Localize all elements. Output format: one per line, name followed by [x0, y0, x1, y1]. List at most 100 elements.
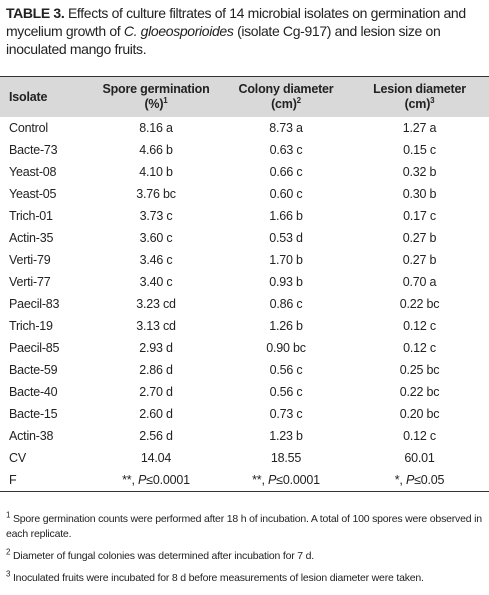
- table-cell: 2.60 d: [139, 407, 173, 421]
- cell-text: **,: [122, 473, 139, 487]
- header-text: Colony diameter: [238, 82, 334, 96]
- cell-text: P: [138, 473, 147, 487]
- cell-text: *,: [394, 473, 406, 487]
- table-cell: 0.22 bc: [399, 297, 440, 311]
- footnotes: 1 Spore germination counts were performe…: [6, 510, 484, 593]
- table-cell: 3.46 c: [139, 253, 173, 267]
- table-caption: TABLE 3. Effects of culture filtrates of…: [6, 4, 484, 58]
- header-text: Spore germination: [102, 82, 210, 96]
- footnote-mark: 2: [6, 547, 11, 557]
- table-cell: 0.66 c: [269, 165, 303, 179]
- table-cell: Bacte-40: [9, 385, 58, 399]
- table-cell: 3.13 cd: [136, 319, 176, 333]
- cell-text: ≤0.05: [414, 473, 445, 487]
- table-cell: 0.70 a: [402, 275, 437, 289]
- table-body: Control 8.16 a 8.73 a 1.27 a Bacte-73 4.66 b 0…: [0, 117, 489, 492]
- table-cell: 0.17 c: [403, 209, 436, 223]
- table-cell: Yeast-05: [9, 187, 57, 201]
- column-header: Isolate: [0, 76, 90, 117]
- table-cell: 1.27 a: [402, 121, 437, 135]
- table-cell: Verti-79: [9, 253, 51, 267]
- table-cell: 0.27 b: [402, 253, 437, 267]
- caption-text: Effects of culture filtrates of 14 micro…: [6, 5, 466, 39]
- table-cell: 4.10 b: [139, 165, 173, 179]
- table-cell: 4.66 b: [139, 143, 173, 157]
- table-cell: Trich-19: [9, 319, 53, 333]
- table-cell: 3.40 c: [139, 275, 173, 289]
- table-cell: 0.93 b: [269, 275, 303, 289]
- footnote-text: Diameter of fungal colonies was determin…: [12, 550, 314, 562]
- table-row: Bacte-59 2.86 d 0.56 c 0.25 bc: [0, 359, 489, 381]
- table-row: Yeast-08 4.10 b 0.66 c 0.32 b: [0, 161, 489, 183]
- table-cell: 18.55: [270, 451, 302, 465]
- table-row: Actin-35 3.60 c 0.53 d 0.27 b: [0, 227, 489, 249]
- table-cell: 2.70 d: [139, 385, 173, 399]
- table-row: Verti-77 3.40 c 0.93 b 0.70 a: [0, 271, 489, 293]
- table-cell: Bacte-59: [9, 363, 58, 377]
- table-cell: Paecil-83: [9, 297, 60, 311]
- caption-text: (isolate Cg-917) and lesion size on inoc…: [6, 23, 441, 57]
- table-row: Bacte-40 2.70 d 0.56 c 0.22 bc: [0, 381, 489, 403]
- table-cell: 1.66 b: [269, 209, 303, 223]
- caption-italic: C. gloeosporioides: [123, 23, 234, 39]
- table-cell: 0.12 c: [403, 319, 436, 333]
- table-cell: 0.86 c: [269, 297, 303, 311]
- footnote-mark: 1: [6, 510, 11, 520]
- header-text: (cm): [404, 97, 431, 111]
- table-cell: Verti-77: [9, 275, 51, 289]
- table-cell: Yeast-08: [9, 165, 57, 179]
- table-cell: 0.25 bc: [399, 363, 440, 377]
- table-cell: 0.73 c: [269, 407, 303, 421]
- table-cell: 1.23 b: [269, 429, 303, 443]
- table-cell: 0.30 b: [402, 187, 437, 201]
- footnote-mark: 3: [6, 569, 11, 579]
- column-header: Spore germination (%)1: [90, 76, 222, 117]
- footnote-mark: 1: [163, 95, 168, 105]
- header-text: Isolate: [9, 89, 48, 104]
- footnote-text: Spore germination counts were performed …: [6, 513, 482, 540]
- table-cell: Bacte-73: [9, 143, 58, 157]
- table-row: Trich-01 3.73 c 1.66 b 0.17 c: [0, 205, 489, 227]
- caption-label: TABLE 3.: [6, 5, 65, 21]
- table-cell: Control: [9, 121, 48, 135]
- table-cell: 0.53 d: [269, 231, 303, 245]
- table-row: Paecil-83 3.23 cd 0.86 c 0.22 bc: [0, 293, 489, 315]
- table-row: Paecil-85 2.93 d 0.90 bc 0.12 c: [0, 337, 489, 359]
- table-cell: Trich-01: [9, 209, 53, 223]
- data-table: Isolate Spore germination (%)1 Colony diame…: [0, 76, 489, 492]
- table-cell: 2.93 d: [139, 341, 173, 355]
- table-cell: 0.90 bc: [266, 341, 306, 355]
- table-cell: 0.20 bc: [399, 407, 440, 421]
- cell-text: **,: [252, 473, 269, 487]
- footnote: 1 Spore germination counts were performe…: [6, 510, 484, 542]
- table-row: Control 8.16 a 8.73 a 1.27 a: [0, 117, 489, 139]
- cell-text: ≤0.0001: [276, 473, 320, 487]
- cell-text: P: [268, 473, 277, 487]
- column-header: Lesion diameter (cm)3: [350, 76, 489, 117]
- cell-text: ≤0.0001: [146, 473, 190, 487]
- table-cell: 3.73 c: [139, 209, 173, 223]
- header-text: (%): [144, 97, 164, 111]
- table-cell: 3.23 cd: [136, 297, 176, 311]
- table-row: Bacte-15 2.60 d 0.73 c 0.20 bc: [0, 403, 489, 425]
- table-cell: 2.86 d: [139, 363, 173, 377]
- table-cell: 0.56 c: [269, 385, 303, 399]
- table-cell: 3.76 bc: [136, 187, 176, 201]
- footnote-text: Inoculated fruits were incubated for 8 d…: [12, 572, 424, 584]
- table-cell: 2.56 d: [139, 429, 173, 443]
- table-cell: 1.26 b: [269, 319, 303, 333]
- header-text: (cm): [271, 97, 297, 111]
- table-cell: 60.01: [404, 451, 435, 465]
- table-cell: **, P≤0.0001: [222, 469, 350, 492]
- table-cell: 0.32 b: [402, 165, 437, 179]
- table-cell: F: [0, 469, 90, 492]
- table-row: Yeast-05 3.76 bc 0.60 c 0.30 b: [0, 183, 489, 205]
- table-head: Isolate Spore germination (%)1 Colony diame…: [0, 76, 489, 117]
- table-cell: Paecil-85: [9, 341, 60, 355]
- table-cell: 1.70 b: [269, 253, 303, 267]
- table-cell: 0.60 c: [269, 187, 303, 201]
- table-cell: 8.16 a: [139, 121, 173, 135]
- table-row: Actin-38 2.56 d 1.23 b 0.12 c: [0, 425, 489, 447]
- table-cell: **, P≤0.0001: [90, 469, 222, 492]
